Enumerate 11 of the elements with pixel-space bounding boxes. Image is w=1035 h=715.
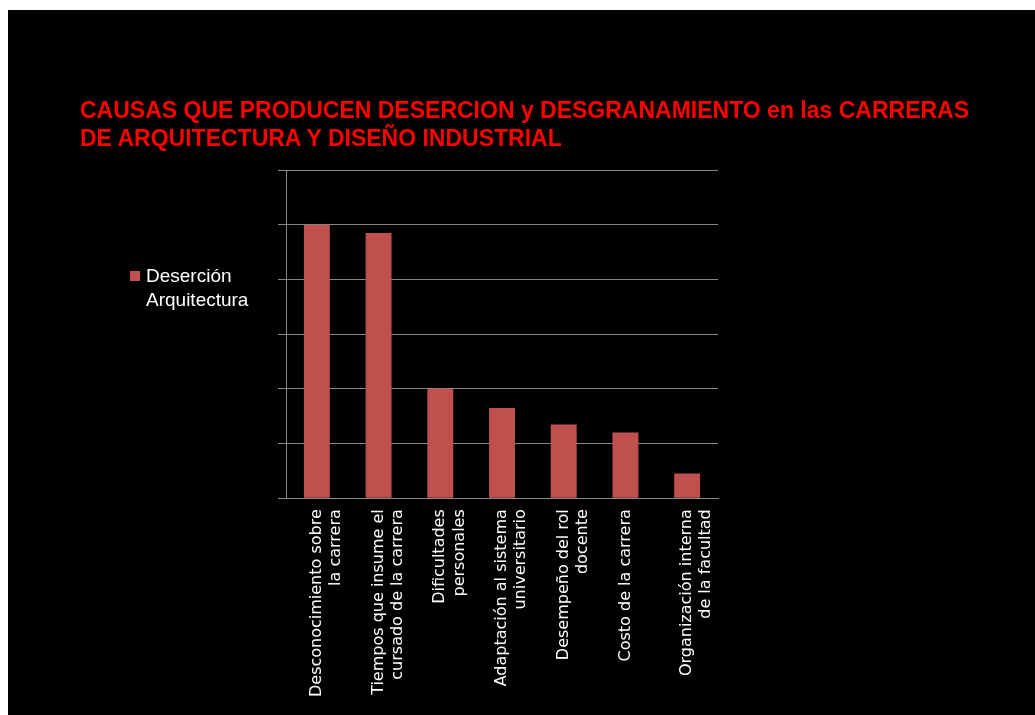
bar — [365, 232, 392, 498]
bar — [427, 388, 454, 498]
legend-label: Deserción Arquitectura — [146, 264, 250, 312]
bar — [489, 407, 515, 498]
chart-title: CAUSAS QUE PRODUCEN DESERCION y DESGRANAMIENTO en las CARRERAS DE ARQUITECTURA Y DISEÑO INDUSTRIAL — [80, 96, 971, 152]
bar — [674, 473, 701, 498]
bar — [612, 432, 639, 498]
bar — [550, 424, 577, 498]
x-tick-label: Costo de la carrera — [614, 509, 634, 662]
x-tick-label: Desconocimiento sobre la carrera — [306, 509, 345, 698]
bar — [303, 224, 330, 498]
